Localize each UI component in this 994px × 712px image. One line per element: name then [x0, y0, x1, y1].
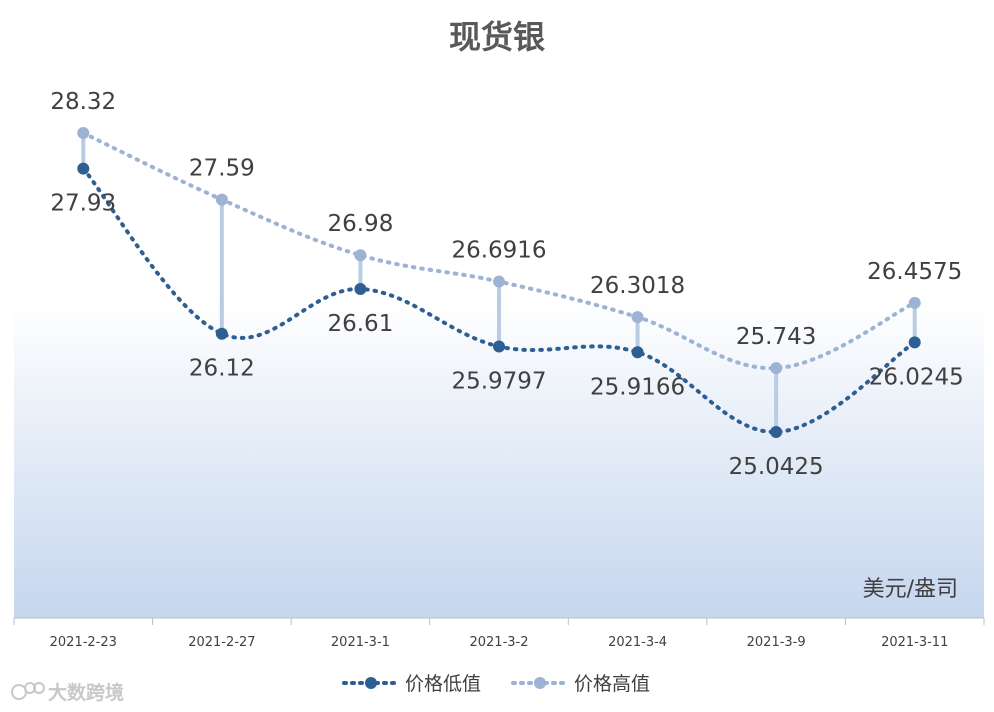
data-label-high: 27.59 — [189, 156, 255, 182]
legend-label-high: 价格高值 — [574, 673, 650, 695]
legend-item-low: 价格低值 — [342, 673, 481, 695]
x-tick-label: 2021-3-4 — [608, 635, 667, 650]
x-tick-label: 2021-3-11 — [881, 635, 948, 650]
data-point-low — [631, 346, 644, 359]
data-label-high: 26.98 — [327, 211, 393, 237]
data-point-high — [770, 362, 783, 375]
data-point-low — [77, 162, 90, 175]
data-label-high: 26.3018 — [590, 273, 685, 299]
data-label-low: 26.12 — [189, 356, 255, 382]
data-label-low: 27.93 — [50, 191, 116, 217]
data-label-high: 25.743 — [736, 324, 816, 350]
x-tick-label: 2021-2-27 — [188, 635, 255, 650]
watermark: 大数跨境 — [11, 681, 124, 704]
legend-marker-low — [365, 677, 377, 689]
data-point-high — [215, 193, 228, 206]
data-labels: 28.32 27.59 26.98 26.6916 26.3018 25.743 26.45… — [50, 89, 963, 480]
data-point-low — [493, 340, 505, 353]
data-point-low — [354, 283, 367, 295]
data-label-high: 26.6916 — [451, 238, 546, 264]
x-axis-tick-labels: 2021-2-23 2021-2-27 2021-3-1 2021-3-2 2021-3… — [50, 635, 949, 650]
data-label-high: 28.32 — [50, 89, 116, 115]
data-label-low: 26.61 — [327, 311, 393, 337]
x-tick-label: 2021-3-1 — [331, 635, 390, 650]
data-point-low — [215, 327, 228, 340]
x-tick-label: 2021-3-9 — [747, 635, 806, 650]
x-tick-label: 2021-3-2 — [469, 635, 528, 650]
watermark-text: 大数跨境 — [48, 681, 124, 704]
data-point-high — [77, 127, 90, 139]
x-tick-label: 2021-2-23 — [50, 635, 117, 650]
data-label-low: 25.9166 — [590, 374, 685, 400]
x-axis-ticks — [13, 618, 985, 625]
data-label-low: 25.9797 — [451, 369, 546, 395]
data-point-low — [770, 426, 783, 438]
legend: 价格低值 价格高值 — [342, 673, 650, 695]
watermark-logo-icon — [11, 682, 45, 700]
legend-item-high: 价格高值 — [511, 673, 650, 695]
data-label-low: 26.0245 — [869, 364, 964, 390]
data-point-high — [493, 275, 505, 288]
series-markers — [77, 127, 921, 438]
data-point-low — [908, 336, 921, 349]
legend-label-low: 价格低值 — [405, 673, 481, 695]
data-label-low: 25.0425 — [729, 454, 824, 480]
data-label-high: 26.4575 — [867, 259, 962, 285]
chart-title: 现货银 — [449, 18, 545, 56]
data-point-high — [908, 296, 921, 309]
data-point-high — [354, 249, 367, 262]
unit-label: 美元/盎司 — [863, 577, 958, 602]
data-point-high — [631, 311, 644, 324]
legend-marker-high — [534, 677, 546, 689]
